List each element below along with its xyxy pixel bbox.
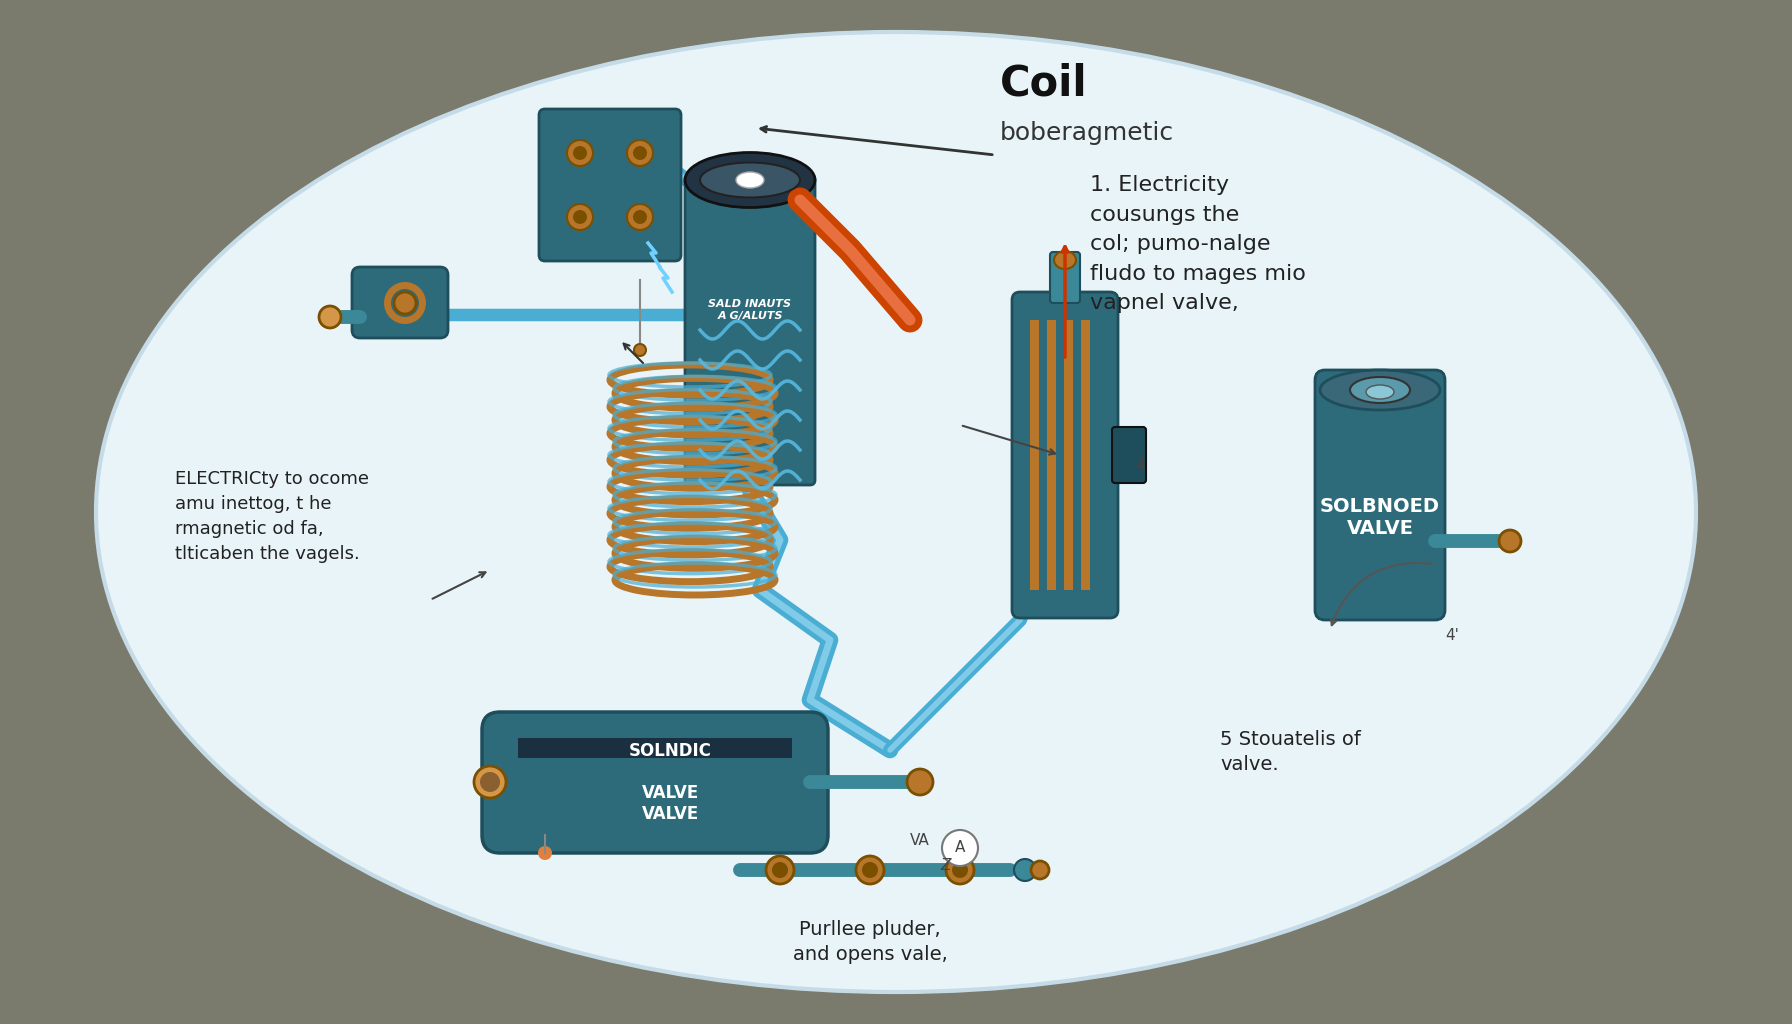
Bar [1081,319,1090,590]
FancyBboxPatch shape [482,712,828,853]
Ellipse shape [627,204,652,230]
Text: SALD INAUTS
A G/ALUTS: SALD INAUTS A G/ALUTS [708,299,792,321]
Ellipse shape [737,172,763,188]
Circle shape [943,830,978,866]
Ellipse shape [857,856,883,884]
Ellipse shape [480,772,500,792]
Ellipse shape [566,204,593,230]
Ellipse shape [475,766,505,798]
Text: Purllee pluder,
and opens vale,: Purllee pluder, and opens vale, [792,920,948,964]
Ellipse shape [952,862,968,878]
Ellipse shape [946,856,975,884]
Ellipse shape [573,210,588,224]
Ellipse shape [97,32,1695,992]
FancyBboxPatch shape [1315,370,1444,620]
Text: 4: 4 [1134,459,1145,473]
Text: 5 Stouatelis of
valve.: 5 Stouatelis of valve. [1220,730,1360,774]
Ellipse shape [1349,377,1410,403]
Ellipse shape [394,292,416,314]
FancyBboxPatch shape [1012,292,1118,618]
Ellipse shape [627,140,652,166]
Text: 4': 4' [1444,628,1459,643]
Ellipse shape [538,846,552,860]
Ellipse shape [1366,385,1394,399]
FancyBboxPatch shape [351,267,448,338]
Text: Coil: Coil [1000,62,1088,104]
Text: SOLNDIC

VALVE
VALVE: SOLNDIC VALVE VALVE [629,742,711,822]
Text: ELECTRICty to ocome
amu inettog, t he
rmagnetic od fa,
tlticaben the vagels.: ELECTRICty to ocome amu inettog, t he rm… [176,470,369,563]
Ellipse shape [633,146,647,160]
Ellipse shape [1321,370,1441,410]
Ellipse shape [907,769,934,795]
Text: boberagmetic: boberagmetic [1000,121,1174,145]
FancyBboxPatch shape [685,175,815,485]
Bar [1030,319,1039,590]
Ellipse shape [573,146,588,160]
Ellipse shape [701,163,799,198]
Ellipse shape [1030,861,1048,879]
Text: SOLBNOED
VALVE: SOLBNOED VALVE [1321,498,1441,539]
Text: Z: Z [941,858,950,873]
Ellipse shape [319,306,340,328]
Ellipse shape [862,862,878,878]
Ellipse shape [685,153,815,208]
FancyBboxPatch shape [1113,427,1147,483]
Ellipse shape [1054,251,1075,269]
Ellipse shape [633,210,647,224]
FancyBboxPatch shape [539,109,681,261]
Bar [1047,319,1055,590]
Text: 1. Electricity
cousungs the
col; pumo-nalge
fludo to mages mio
vapnel valve,: 1. Electricity cousungs the col; pumo-na… [1090,175,1306,313]
Ellipse shape [772,862,788,878]
Ellipse shape [765,856,794,884]
Text: A: A [955,841,966,855]
Text: VA: VA [910,833,930,848]
Bar [518,738,792,758]
Ellipse shape [634,344,645,356]
Bar [1064,319,1073,590]
Ellipse shape [1014,859,1036,881]
Ellipse shape [566,140,593,166]
Ellipse shape [1498,530,1521,552]
FancyBboxPatch shape [1050,252,1081,303]
